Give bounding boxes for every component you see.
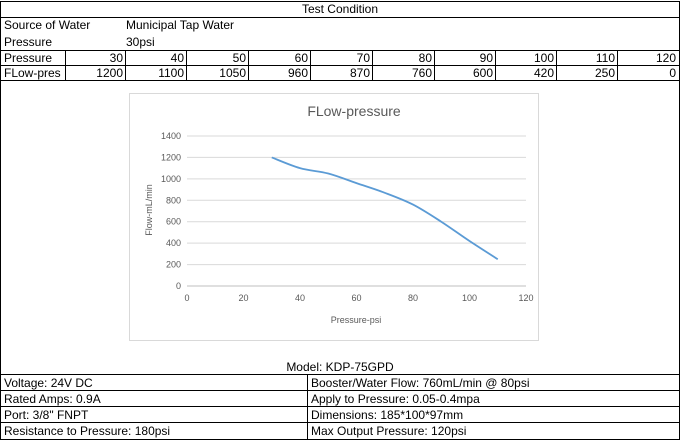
flow-cell: 1050	[219, 66, 246, 80]
series-line	[271, 156, 499, 260]
pressure-cell: 120	[655, 51, 676, 65]
pressure-cell: 50	[232, 51, 246, 65]
flow-cell: 0	[669, 66, 676, 80]
flow-cell: 1200	[96, 66, 123, 80]
x-tick-label: 120	[518, 293, 533, 303]
condition-pressure-value: 30psi	[126, 35, 155, 49]
flow-cell: 760	[411, 66, 432, 80]
spec-port: Port: 3/8" FNPT	[4, 408, 89, 422]
x-tick-label: 40	[295, 293, 305, 303]
x-tick-label: 100	[462, 293, 477, 303]
flow-cell: 1100	[158, 66, 184, 80]
pressure-cell: 30	[109, 51, 123, 65]
spec-resistance-pressure: Resistance to Pressure: 180psi	[4, 424, 171, 438]
spec-voltage: Voltage: 24V DC	[4, 376, 93, 390]
pressure-cell: 40	[170, 51, 184, 65]
y-tick-label: 1000	[161, 174, 181, 184]
spec-max-output: Max Output Pressure: 120psi	[311, 424, 467, 438]
chart-series	[271, 156, 499, 260]
model-label: Model: KDP-75GPD	[286, 360, 394, 374]
chart-y-axis-label: Flow-mL/min	[144, 184, 154, 236]
chart-title: FLow-pressure	[307, 103, 401, 119]
test-condition-title: Test Condition	[301, 2, 379, 16]
flow-cell: 420	[533, 66, 554, 80]
y-tick-label: 800	[166, 195, 181, 205]
y-tick-label: 1400	[161, 131, 181, 141]
condition-source-value: Municipal Tap Water	[126, 18, 235, 32]
y-tick-label: 0	[176, 281, 181, 291]
spec-flow: Booster/Water Flow: 760mL/min @ 80psi	[311, 376, 530, 390]
y-tick-label: 400	[166, 238, 181, 248]
flow-cell: 960	[287, 66, 308, 80]
spec-rated-amps: Rated Amps: 0.9A	[4, 392, 101, 406]
pressure-cell: 70	[356, 51, 370, 65]
y-tick-label: 600	[166, 217, 181, 227]
chart-x-axis-label: Pressure-psi	[331, 315, 382, 325]
flow-pressure-chart: FLow-pressure 0200400600800100012001400 …	[129, 93, 539, 341]
x-tick-label: 0	[184, 293, 189, 303]
condition-pressure-label: Pressure	[4, 35, 53, 49]
pressure-cell: 110	[595, 51, 615, 65]
pressure-cell: 100	[533, 51, 554, 65]
flow-cell: 600	[472, 66, 493, 80]
flow-cell: 870	[349, 66, 370, 80]
y-tick-label: 200	[166, 260, 181, 270]
spec-apply-pressure: Apply to Pressure: 0.05-0.4mpa	[311, 392, 480, 406]
spec-dimensions: Dimensions: 185*100*97mm	[311, 408, 464, 422]
pressure-cell: 80	[418, 51, 432, 65]
chart-gridlines	[187, 135, 526, 287]
y-tick-label: 1200	[161, 152, 181, 162]
pressure-cell: 90	[479, 51, 493, 65]
row-pressure-label: Pressure	[4, 51, 53, 65]
chart-x-ticks: 0 20 40 60 80 100 120	[184, 293, 533, 303]
row-flow-label: FLow-pres	[4, 66, 61, 80]
condition-source-label: Source of Water	[4, 18, 91, 32]
x-tick-label: 80	[408, 293, 418, 303]
x-tick-label: 20	[238, 293, 248, 303]
flow-cell: 250	[594, 66, 615, 80]
x-tick-label: 60	[351, 293, 361, 303]
chart-y-ticks: 0 200 400 600 800 1000 1200 1400	[161, 131, 181, 291]
pressure-cell: 60	[294, 51, 308, 65]
